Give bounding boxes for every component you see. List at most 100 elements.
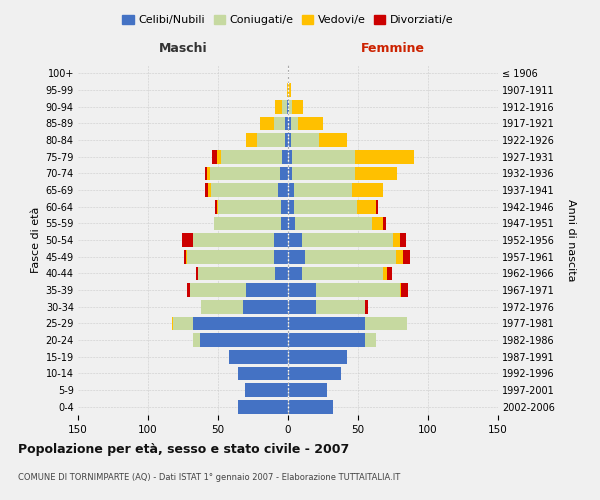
Bar bbox=[403, 250, 410, 264]
Bar bbox=[376, 200, 377, 213]
Bar bbox=[288, 100, 289, 114]
Bar bbox=[218, 200, 281, 213]
Bar bbox=[283, 100, 287, 114]
Bar bbox=[292, 150, 355, 164]
Bar bbox=[291, 133, 319, 147]
Bar bbox=[221, 150, 283, 164]
Bar bbox=[193, 233, 274, 247]
Bar bbox=[288, 383, 327, 397]
Bar bbox=[383, 266, 388, 280]
Bar bbox=[287, 100, 288, 114]
Bar bbox=[305, 250, 396, 264]
Bar bbox=[288, 150, 292, 164]
Bar bbox=[201, 300, 243, 314]
Bar bbox=[295, 216, 372, 230]
Bar bbox=[187, 250, 274, 264]
Bar bbox=[288, 116, 291, 130]
Bar bbox=[246, 283, 288, 297]
Bar bbox=[196, 266, 199, 280]
Bar bbox=[246, 133, 257, 147]
Bar bbox=[365, 316, 407, 330]
Bar bbox=[352, 183, 383, 197]
Bar bbox=[396, 250, 403, 264]
Text: Maschi: Maschi bbox=[158, 42, 208, 55]
Bar bbox=[388, 266, 392, 280]
Bar bbox=[393, 233, 400, 247]
Bar bbox=[274, 233, 288, 247]
Bar bbox=[365, 333, 376, 347]
Bar bbox=[288, 83, 291, 97]
Bar bbox=[211, 183, 278, 197]
Bar bbox=[238, 366, 288, 380]
Bar bbox=[187, 283, 190, 297]
Bar bbox=[288, 133, 291, 147]
Bar bbox=[173, 316, 193, 330]
Bar bbox=[260, 116, 274, 130]
Bar bbox=[288, 250, 305, 264]
Bar bbox=[291, 116, 298, 130]
Bar bbox=[288, 166, 292, 180]
Bar bbox=[281, 216, 288, 230]
Bar bbox=[214, 216, 281, 230]
Bar bbox=[229, 350, 288, 364]
Bar bbox=[215, 200, 217, 213]
Bar bbox=[319, 133, 347, 147]
Bar bbox=[400, 233, 406, 247]
Bar bbox=[289, 100, 292, 114]
Bar bbox=[288, 283, 316, 297]
Y-axis label: Anni di nascita: Anni di nascita bbox=[566, 198, 576, 281]
Bar bbox=[372, 216, 383, 230]
Bar bbox=[275, 100, 283, 114]
Bar bbox=[285, 133, 288, 147]
Bar bbox=[288, 200, 293, 213]
Bar bbox=[400, 283, 401, 297]
Bar bbox=[365, 300, 368, 314]
Bar bbox=[293, 183, 352, 197]
Bar bbox=[288, 400, 333, 413]
Bar bbox=[205, 183, 208, 197]
Bar bbox=[292, 100, 304, 114]
Bar bbox=[298, 116, 323, 130]
Bar bbox=[209, 166, 280, 180]
Bar bbox=[401, 283, 409, 297]
Bar bbox=[278, 183, 288, 197]
Bar bbox=[190, 283, 246, 297]
Bar bbox=[172, 316, 173, 330]
Legend: Celibi/Nubili, Coniugati/e, Vedovi/e, Divorziati/e: Celibi/Nubili, Coniugati/e, Vedovi/e, Di… bbox=[118, 10, 458, 30]
Bar bbox=[245, 383, 288, 397]
Bar bbox=[243, 300, 288, 314]
Bar bbox=[193, 333, 200, 347]
Bar bbox=[292, 166, 355, 180]
Bar bbox=[207, 166, 209, 180]
Bar bbox=[193, 316, 288, 330]
Bar bbox=[302, 266, 383, 280]
Bar bbox=[316, 300, 365, 314]
Bar bbox=[182, 233, 193, 247]
Bar bbox=[281, 200, 288, 213]
Bar bbox=[288, 216, 295, 230]
Text: Femmine: Femmine bbox=[361, 42, 425, 55]
Bar bbox=[274, 250, 288, 264]
Bar bbox=[355, 150, 414, 164]
Text: Popolazione per età, sesso e stato civile - 2007: Popolazione per età, sesso e stato civil… bbox=[18, 442, 349, 456]
Bar bbox=[288, 333, 365, 347]
Bar bbox=[285, 116, 288, 130]
Bar bbox=[217, 150, 221, 164]
Bar bbox=[208, 183, 211, 197]
Bar bbox=[288, 266, 302, 280]
Bar bbox=[205, 166, 207, 180]
Bar bbox=[293, 200, 356, 213]
Bar bbox=[288, 233, 302, 247]
Bar bbox=[217, 200, 218, 213]
Bar bbox=[186, 250, 187, 264]
Bar bbox=[383, 216, 386, 230]
Bar bbox=[288, 316, 365, 330]
Bar bbox=[288, 183, 293, 197]
Bar bbox=[238, 400, 288, 413]
Bar bbox=[287, 83, 288, 97]
Bar bbox=[212, 150, 217, 164]
Bar bbox=[288, 350, 347, 364]
Bar bbox=[355, 166, 397, 180]
Bar bbox=[316, 283, 400, 297]
Bar bbox=[356, 200, 376, 213]
